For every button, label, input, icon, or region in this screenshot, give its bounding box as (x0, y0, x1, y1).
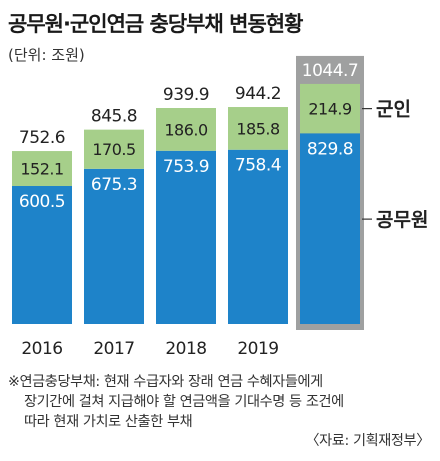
footnote-line: ※연금충당부채: 현재 수급자와 장래 연금 수혜자들에게 (8, 374, 323, 390)
data-label-공무원: 758.4 (235, 156, 281, 176)
x-tick-label: 2017 (93, 339, 134, 359)
chart-title: 공무원·군인연금 충당부채 변동현황 (8, 12, 303, 36)
bar-segment-군인 (228, 107, 288, 150)
data-label-군인: 186.0 (164, 120, 208, 139)
bar-segment-군인 (300, 83, 360, 134)
data-label-공무원: 600.5 (19, 192, 65, 212)
data-label-공무원: 829.8 (307, 139, 353, 159)
unit-label: (단위: 조원) (8, 46, 85, 64)
stacked-bar-chart: 600.5 152.1 752.6 2016 675.3 170.5 845.8 2017 75… (12, 55, 428, 359)
x-tick-label: 2018 (165, 339, 206, 359)
bar-segment-공무원 (84, 168, 144, 324)
footnote-line: 장기간에 걸쳐 지급해야 할 연금액을 기대수명 등 조건에 (24, 394, 344, 410)
total-label: 1044.7 (302, 61, 358, 81)
x-tick-label: 2019 (237, 339, 278, 359)
legend-label-공무원: 공무원 (376, 209, 428, 231)
x-tick-label: 2016 (21, 339, 62, 359)
footnote-line: 따라 현재 가치로 산출한 부채 (24, 414, 193, 430)
data-label-군인: 185.8 (236, 119, 280, 138)
bar-segment-공무원 (300, 133, 360, 324)
data-label-공무원: 753.9 (163, 157, 209, 177)
x-tick-label: 2020년 (302, 339, 358, 359)
bar-segment-군인 (12, 151, 72, 187)
source-label: 〈자료: 기획재정부〉 (305, 433, 430, 449)
bar-segment-공무원 (156, 150, 216, 324)
bar-segment-군인 (84, 129, 144, 169)
total-label: 944.2 (235, 84, 281, 104)
data-label-군인: 152.1 (20, 160, 63, 179)
bar-segment-군인 (156, 108, 216, 151)
total-label: 752.6 (19, 128, 65, 148)
total-label: 939.9 (163, 85, 209, 105)
data-label-공무원: 675.3 (91, 175, 137, 195)
footnote: ※연금충당부채: 현재 수급자와 장래 연금 수혜자들에게 장기간에 걸쳐 지급… (8, 372, 432, 432)
bar-segment-공무원 (12, 186, 72, 324)
data-label-군인: 170.5 (92, 140, 135, 159)
data-label-군인: 214.9 (308, 100, 352, 119)
total-label: 845.8 (91, 107, 137, 127)
legend-label-군인: 군인 (376, 99, 411, 121)
bar-segment-공무원 (228, 149, 288, 324)
